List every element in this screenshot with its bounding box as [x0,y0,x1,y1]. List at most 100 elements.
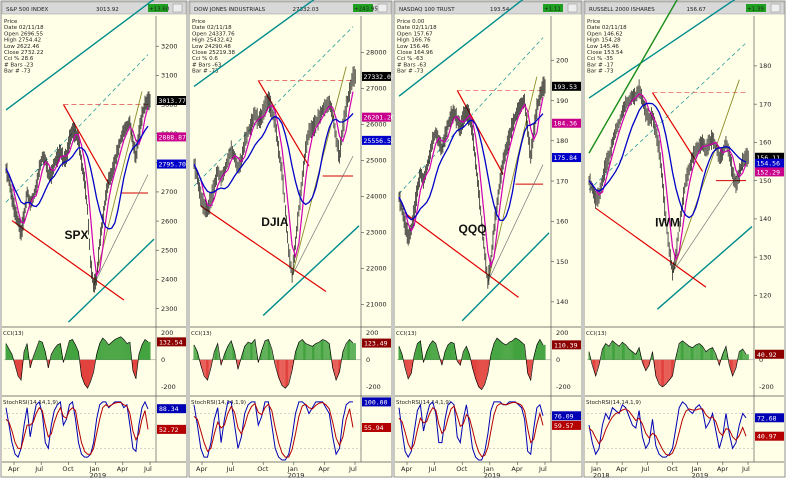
info-line: # Bars -23 [4,62,34,68]
info-line: Price [587,19,601,25]
trendline-red [456,90,504,175]
cci-title: CCI(13) [396,331,417,337]
price-tag-label: 25556.53 [364,137,395,145]
panel-header [189,1,392,15]
channel-lower [461,232,550,322]
info-line: High 154.28 [587,38,621,44]
cci-tag [362,338,391,348]
header-change: +1.11 [544,7,561,13]
x-tick-label: Jan [89,465,100,473]
cci-tag-label: 40.92 [757,351,777,359]
info-line: Bar # -17 [587,62,614,68]
header-last: 193.54 [490,7,510,13]
price-tag [362,112,391,122]
trendline-red [651,92,704,172]
channel-lower [262,225,360,316]
info-line: Price 0.00 [397,19,425,25]
panel-header [394,1,582,15]
info-line: Close 2732.22 [4,50,43,56]
y-tick-label: 2500 [161,247,178,255]
index-label: IWM [655,216,680,230]
price-tag-label: 156.11 [757,154,781,162]
x-tick-label: Jul [640,465,649,473]
year-label: 2019 [90,472,107,478]
x-tick-label: Jan [590,465,601,473]
x-tick-label: Oct [62,465,74,473]
stoch-tag-label: 88.34 [159,405,179,413]
info-line: # Bars -63 [397,62,427,68]
header-last: 156.67 [687,7,707,13]
cci-tick-label: 0 [366,356,370,364]
stoch-tag [755,431,784,441]
year-label: 2018 [593,472,610,478]
cci-title: CCI(13) [191,331,212,337]
y-tick-label: 170 [759,100,771,108]
stoch-tag [552,411,581,421]
panel-header [584,1,785,15]
price-tag [552,118,581,128]
info-line: Low 156.46 [397,44,429,50]
stoch-title: StochRSI(14,14,1,9) [586,400,641,406]
close-icon [567,3,578,13]
info-line: Low 145.46 [587,44,619,50]
info-line: Low 2622.46 [4,44,40,50]
info-line: Cci % 28.6 [4,56,34,62]
y-tick-label: 180 [556,137,568,145]
x-tick-label: Oct [257,465,269,473]
y-tick-label: 2700 [161,188,178,196]
price-tag [755,158,784,168]
y-tick-label: 130 [759,253,771,261]
ma-magenta [5,106,149,278]
header-change: +13.60 [149,7,170,13]
price-tag-label: 27332.03 [364,73,395,81]
price-tag [552,153,581,163]
close-icon [172,3,183,13]
index-label: QQQ [459,222,487,236]
header-change-badge [543,4,563,12]
x-tick-label: Oct [456,465,468,473]
x-tick-label: Jul [348,465,357,473]
info-line: Close 164.96 [397,50,433,56]
cci-tag [755,349,784,359]
uptrend-line [93,174,149,286]
x-tick-label: Oct [667,465,679,473]
y-tick-label: 23000 [366,229,387,237]
y-tick-label: 120 [759,292,771,300]
stoch-tag [157,404,186,414]
year-label: 2019 [692,472,709,478]
stoch-tag-label: 59.57 [554,422,574,430]
x-tick-label: Apr [401,465,413,473]
ma-blue [193,113,354,206]
uptrend-line [487,164,544,282]
panel-iwm: RUSSELL 2000 ISHARES 156.67 +1.39 120 130 140… [583,0,786,478]
stoch-title: StochRSI(14,14,1,9) [396,400,451,406]
index-label: DJIA [261,215,289,229]
price-tag-label: 175.84 [554,154,578,162]
stoch-tag [755,413,784,423]
ma-blue [588,102,747,219]
trendline-red [404,212,519,298]
info-line: High 25432.42 [192,38,233,44]
y-tick-label: 2600 [161,217,178,225]
cci-tick-label: 0 [759,356,763,364]
price-tag-label: 3013.77 [159,97,186,105]
header-change: +243.95 [354,7,378,13]
ma-blue [5,125,149,230]
channel-upper [588,0,736,99]
header-symbol: RUSSELL 2000 ISHARES [589,7,655,13]
cci-tick-label: -200 [759,383,774,391]
cci-tag-label: 110.39 [554,341,578,349]
info-line: Open 157.67 [397,31,433,37]
x-tick-label: Jul [34,465,43,473]
uptrend-line [672,79,740,273]
y-tick-label: 3200 [161,43,178,51]
channel-upper [5,0,155,111]
info-line: Bar # -73 [397,69,424,75]
header-change-badge [353,4,373,12]
info-line: Cci % 0.6 [192,56,218,62]
info-line: Open 146.62 [587,31,623,37]
cci-tick-label: 0 [556,356,560,364]
x-tick-label: Jan [691,465,702,473]
cci-line [398,337,544,391]
header-symbol: DOW JONES INDUSTRIALS [194,7,266,13]
